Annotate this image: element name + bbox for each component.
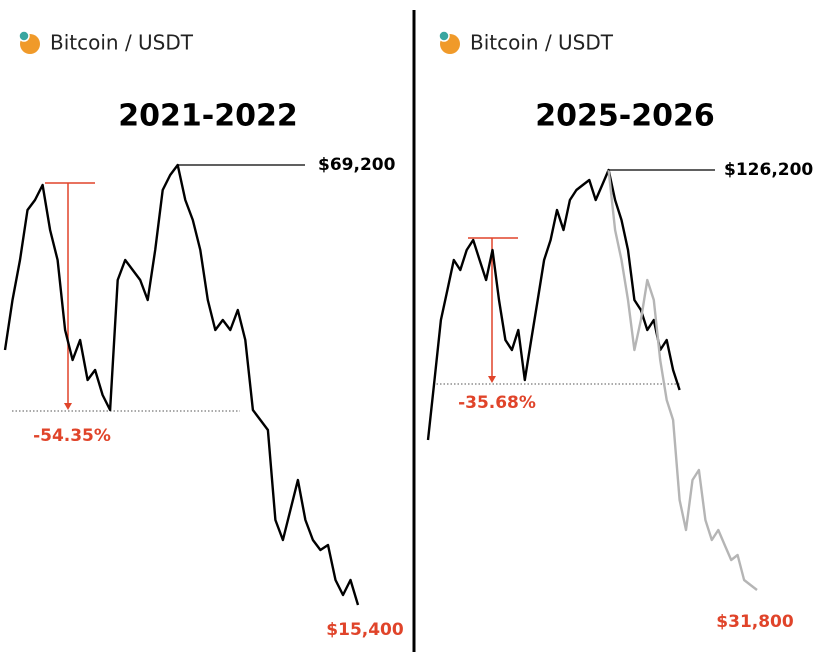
pair-header: Bitcoin / USDT [50, 31, 194, 55]
coin-badge [18, 30, 30, 42]
end-label: $15,400 [326, 620, 404, 640]
price-line [607, 169, 758, 591]
arrow-head [488, 376, 496, 383]
end-label: $31,800 [716, 612, 794, 632]
arrow-head [64, 403, 72, 410]
pair-header: Bitcoin / USDT [470, 31, 614, 55]
chart-title: 2025-2026 [535, 99, 714, 134]
peak-label: $126,200 [724, 160, 813, 180]
peak-label: $69,200 [318, 155, 396, 175]
drawdown-label: -35.68% [458, 393, 536, 413]
drawdown-label: -54.35% [33, 426, 111, 446]
price-line [426, 168, 681, 441]
price-line [3, 163, 360, 606]
coin-badge [438, 30, 450, 42]
chart-title: 2021-2022 [118, 99, 297, 134]
